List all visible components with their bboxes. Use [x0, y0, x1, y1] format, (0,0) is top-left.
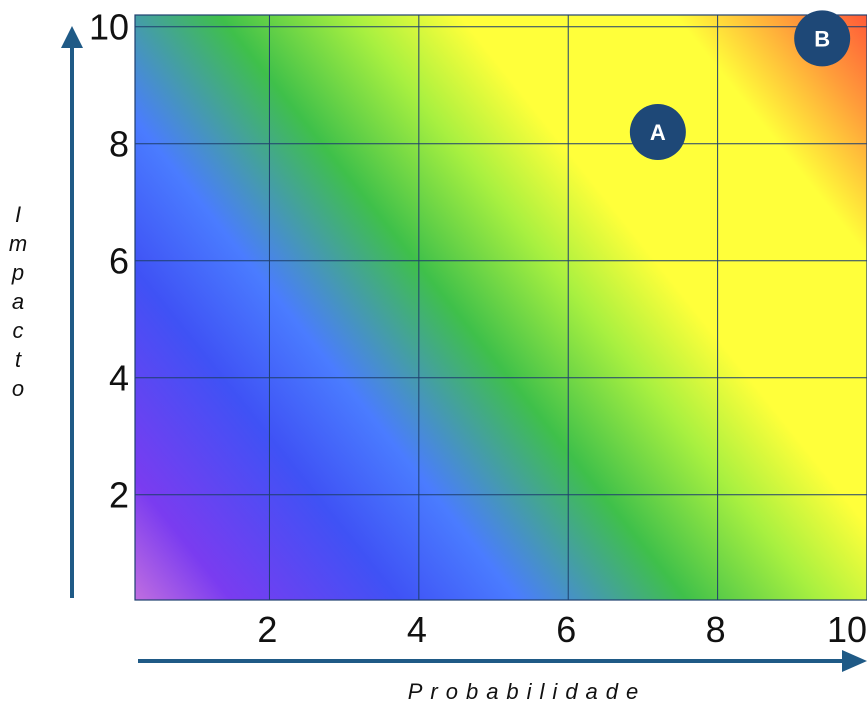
- y-axis-title-letter: p: [11, 260, 24, 285]
- y-tick-label: 2: [109, 475, 129, 516]
- grid: [134, 14, 867, 601]
- y-axis-title-letter: I: [15, 202, 21, 227]
- y-tick-label: 10: [89, 7, 129, 48]
- y-axis-title-letter: o: [12, 376, 24, 401]
- x-tick-label: 4: [407, 609, 427, 650]
- plot-background: [135, 15, 867, 600]
- x-tick-labels: 2 4 6 8 10: [257, 609, 867, 650]
- y-tick-label: 4: [109, 358, 129, 399]
- point-label-b: B: [814, 26, 830, 51]
- plot-border: [134, 14, 867, 601]
- x-tick-label: 10: [827, 609, 867, 650]
- y-tick-labels: 2 4 6 8 10: [89, 7, 129, 516]
- y-tick-label: 6: [109, 241, 129, 282]
- x-tick-label: 2: [257, 609, 277, 650]
- y-axis-title-letter: t: [15, 347, 22, 372]
- y-axis-arrowhead: [61, 26, 83, 48]
- x-axis-title: Probabilidade: [408, 679, 647, 702]
- x-tick-label: 8: [706, 609, 726, 650]
- point-label-a: A: [650, 120, 666, 145]
- data-points: AB: [629, 10, 851, 160]
- y-axis-title-letter: m: [9, 231, 27, 256]
- y-axis-title-letter: c: [13, 318, 24, 343]
- point-marker-a: [629, 104, 686, 160]
- y-tick-label: 8: [109, 124, 129, 165]
- y-axis-title-letter: a: [12, 289, 24, 314]
- x-tick-label: 6: [556, 609, 576, 650]
- x-axis-arrowhead: [842, 650, 867, 672]
- point-marker-b: [794, 10, 851, 67]
